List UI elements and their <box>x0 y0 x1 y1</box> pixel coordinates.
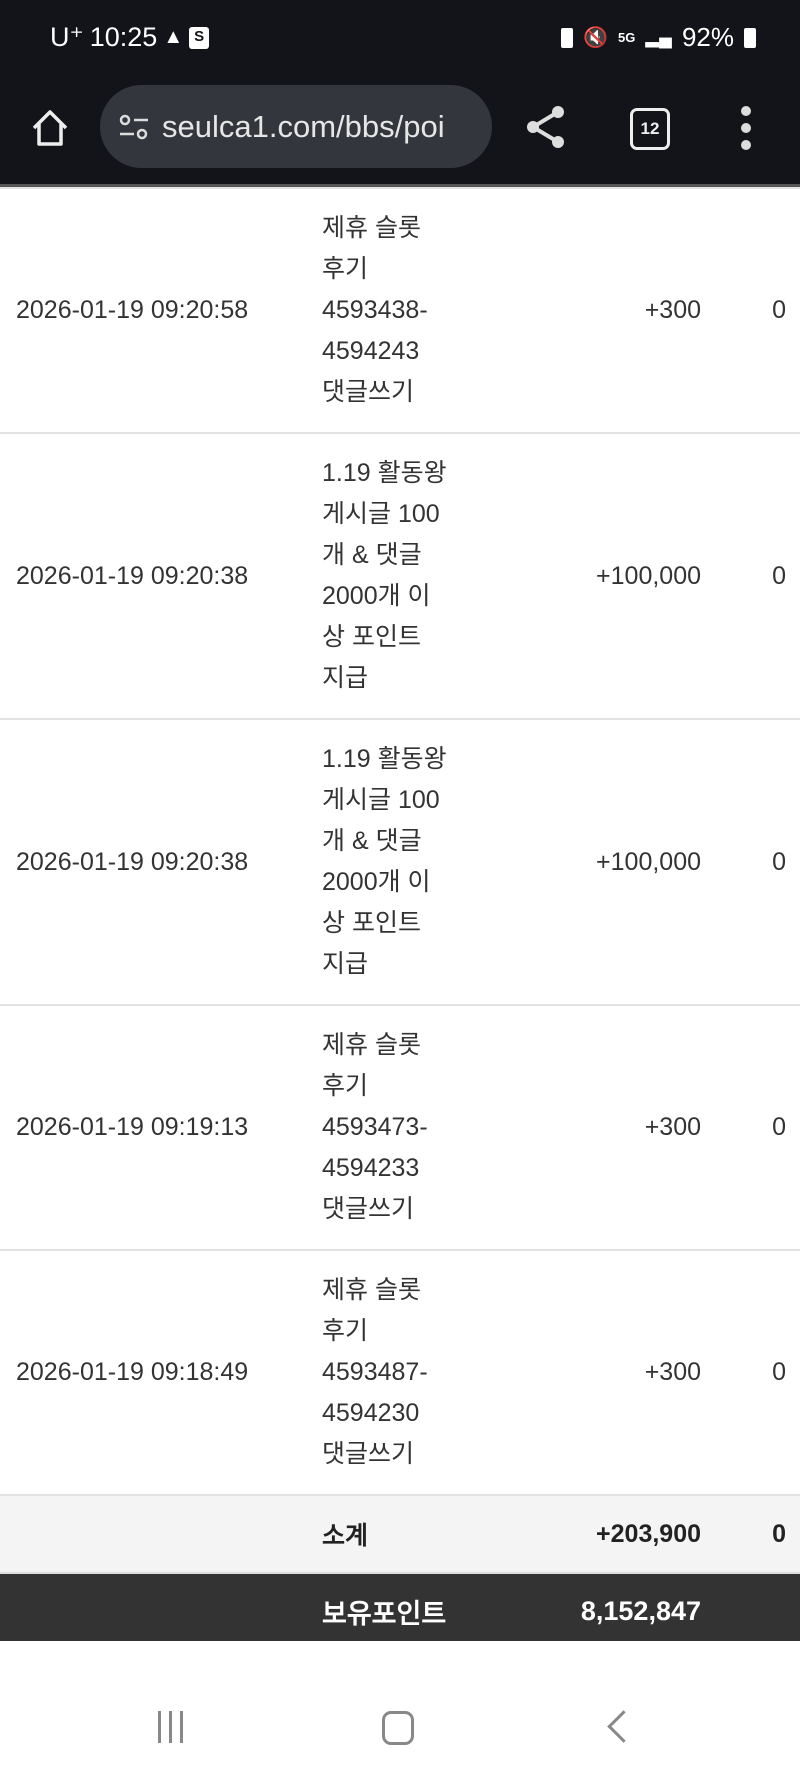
home-icon[interactable] <box>28 106 72 150</box>
total-value: 8,152,847 <box>580 1595 701 1626</box>
status-bar: U⁺ 10:25 ▲ S 🔇 5G ▂▄ 92% <box>0 0 800 80</box>
row-used: 0 <box>772 1113 786 1141</box>
row-earned: +300 <box>644 1358 701 1386</box>
table-row: 2026-01-19 09:18:49 제휴 슬롯 후기 4593487-4594… <box>0 1251 800 1496</box>
row-content: 1.19 활동왕 게시글 100개 & 댓글 2000개 이상 포인트 지급 <box>322 745 447 978</box>
recent-apps-icon[interactable] <box>158 1711 183 1743</box>
table-row: 2026-01-19 09:20:38 1.19 활동왕 게시글 100개 & 댓… <box>0 434 800 720</box>
address-bar[interactable]: seulca1.com/bbs/poi <box>100 85 492 168</box>
row-earned: +100,000 <box>596 561 701 590</box>
battery-percent: 92% <box>681 22 734 52</box>
row-earned: +300 <box>644 1113 701 1141</box>
more-menu-icon[interactable] <box>740 106 752 157</box>
table-row: 2026-01-19 09:20:58 제휴 슬롯 후기 4593438-4594… <box>0 187 800 434</box>
row-datetime: 2026-01-19 09:20:38 <box>16 561 249 590</box>
row-used: 0 <box>772 1358 786 1386</box>
row-content: 제휴 슬롯 후기 4593487-4594230 댓글쓰기 <box>322 1276 428 1468</box>
row-content: 1.19 활동왕 게시글 100개 & 댓글 2000개 이상 포인트 지급 <box>322 459 447 692</box>
carrier-label: U⁺ <box>50 22 84 52</box>
total-row: 보유포인트 8,152,847 <box>0 1574 800 1648</box>
row-datetime: 2026-01-19 09:18:49 <box>16 1358 249 1386</box>
clock: 10:25 <box>89 22 158 52</box>
android-nav-bar <box>0 1641 800 1778</box>
subtotal-used: 0 <box>772 1519 786 1548</box>
row-used: 0 <box>772 296 786 324</box>
url-text[interactable]: seulca1.com/bbs/poi <box>162 108 445 144</box>
battery-icon <box>744 27 756 48</box>
share-icon[interactable] <box>524 104 568 150</box>
subtotal-earned: +203,900 <box>596 1519 701 1548</box>
network-type: 5G <box>618 30 636 45</box>
total-label: 보유포인트 <box>322 1598 447 1629</box>
back-icon[interactable] <box>607 1710 640 1743</box>
signal-icon: ▂▄ <box>645 27 672 47</box>
row-content: 제휴 슬롯 후기 4593473-4594233 댓글쓰기 <box>322 1031 428 1223</box>
subtotal-label: 소계 <box>322 1522 369 1550</box>
points-table: 2026-01-19 09:20:58 제휴 슬롯 후기 4593438-4594… <box>0 187 800 1648</box>
table-row: 2026-01-19 09:20:38 1.19 활동왕 게시글 100개 & 댓… <box>0 720 800 1006</box>
tab-switcher-button[interactable]: 12 <box>630 108 670 150</box>
subtotal-row: 소계 +203,900 0 <box>0 1496 800 1574</box>
row-used: 0 <box>772 561 786 590</box>
row-datetime: 2026-01-19 09:20:58 <box>16 296 249 324</box>
row-content: 제휴 슬롯 후기 4593438-4594243 댓글쓰기 <box>322 214 428 406</box>
row-earned: +300 <box>644 296 701 324</box>
site-settings-icon[interactable] <box>118 112 150 142</box>
s-app-icon: S <box>189 26 210 49</box>
table-row: 2026-01-19 09:19:13 제휴 슬롯 후기 4593473-4594… <box>0 1006 800 1251</box>
browser-toolbar: seulca1.com/bbs/poi 12 <box>0 80 800 187</box>
row-earned: +100,000 <box>596 847 701 876</box>
shoe-icon: ▲ <box>163 26 184 48</box>
battery-saver-icon <box>561 27 574 48</box>
row-datetime: 2026-01-19 09:20:38 <box>16 847 249 876</box>
row-datetime: 2026-01-19 09:19:13 <box>16 1113 249 1141</box>
row-used: 0 <box>772 847 786 876</box>
mute-icon: 🔇 <box>583 27 608 49</box>
nav-home-icon[interactable] <box>382 1711 414 1745</box>
